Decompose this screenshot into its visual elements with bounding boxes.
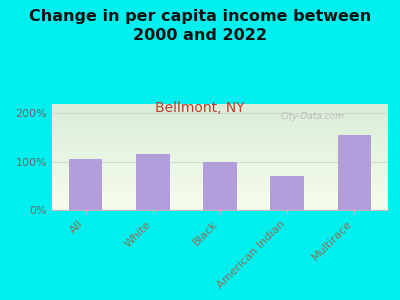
Bar <box>203 162 237 210</box>
Bar <box>69 159 102 210</box>
Bar <box>338 135 371 210</box>
Text: Bellmont, NY: Bellmont, NY <box>155 100 245 115</box>
Text: City-Data.com: City-Data.com <box>280 112 344 121</box>
Bar <box>270 176 304 210</box>
Bar <box>136 154 170 210</box>
Text: Change in per capita income between
2000 and 2022: Change in per capita income between 2000… <box>29 9 371 43</box>
